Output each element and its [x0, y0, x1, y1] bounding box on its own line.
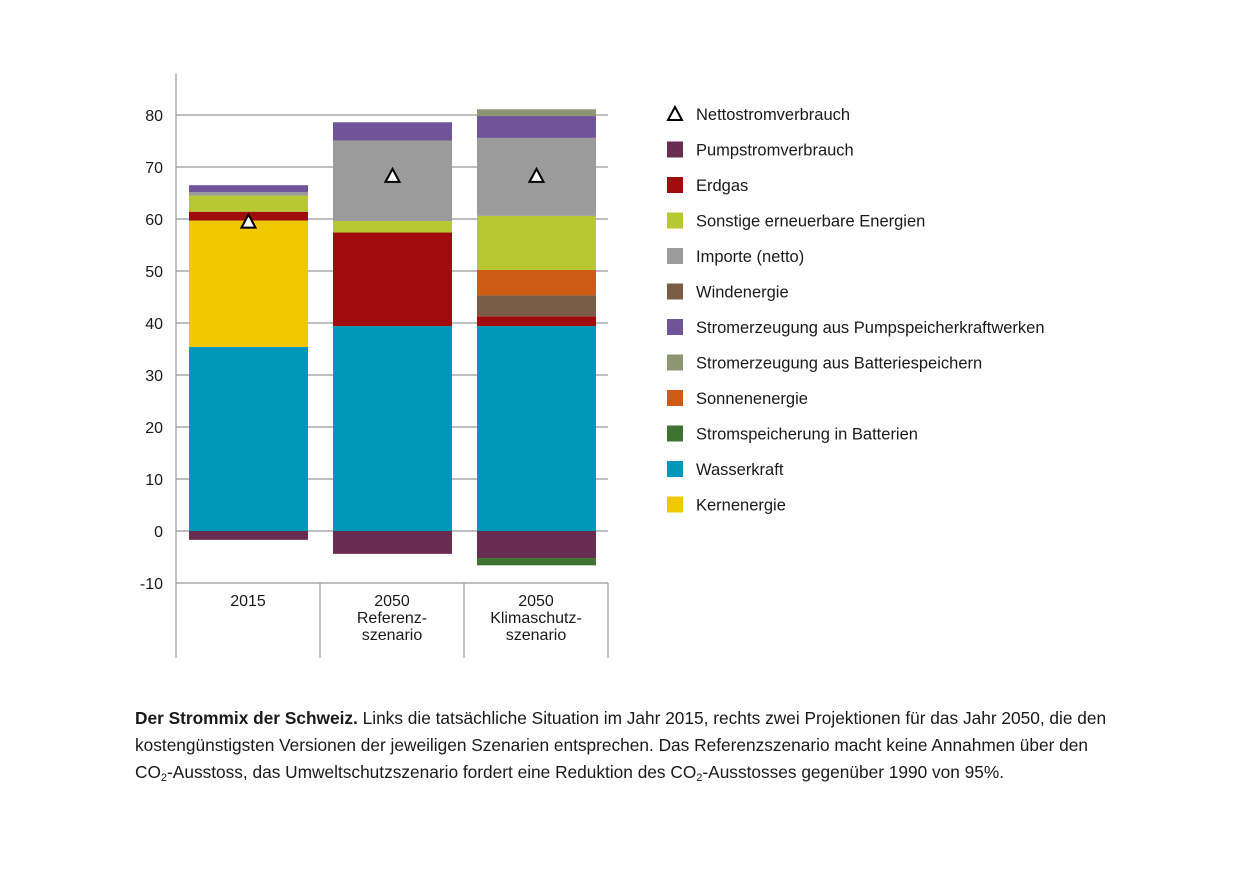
bar-segment-sonstige-erneuerbare-energien [477, 215, 596, 270]
bar-segment-pumpstromverbrauch [189, 531, 308, 540]
y-tick-label: 50 [145, 264, 163, 281]
legend-swatch [667, 248, 683, 264]
x-tick-label: Klimaschutz- [490, 610, 582, 627]
bar-segment-wasserkraft [333, 326, 452, 531]
bar-segment-pumpstromverbrauch [477, 531, 596, 559]
figure-caption: Der Strommix der Schweiz. Links die tats… [135, 705, 1125, 786]
legend-label: Wasserkraft [696, 461, 784, 479]
caption-subscript: 2 [160, 772, 168, 784]
y-tick-label: 10 [145, 472, 163, 489]
y-tick-label: 20 [145, 420, 163, 437]
bar-segment-sonnenenergie [477, 269, 596, 296]
net-consumption-marker [527, 166, 546, 183]
net-consumption-marker [383, 166, 402, 183]
bar-segment-sonstige-erneuerbare-energien [189, 195, 308, 212]
legend-swatch [667, 425, 683, 442]
x-tick-label: szenario [362, 627, 423, 644]
legend-label: Kernenergie [696, 497, 786, 515]
x-tick-label: Referenz- [357, 610, 427, 627]
bar-segment-erdgas [333, 232, 452, 327]
y-tick-label: 60 [145, 212, 163, 229]
legend-swatch [667, 283, 683, 300]
legend-label: Importe (netto) [696, 248, 804, 266]
legend-label: Stromerzeugung aus Pumpspeicherkraftwerk… [696, 319, 1045, 337]
bar-segment-wasserkraft [189, 346, 308, 531]
legend-label: Stromerzeugung aus Batteriespeichern [696, 355, 982, 373]
y-tick-label: 30 [145, 368, 163, 385]
legend-label: Erdgas [696, 177, 748, 195]
bar-segment-kernenergie [189, 220, 308, 347]
legend-swatch [667, 141, 683, 158]
legend-label: Windenergie [696, 284, 789, 302]
y-tick-label: 40 [145, 316, 163, 333]
bar-segment-stromerzeugung-aus-pumpspeicherkraftwerken [189, 185, 308, 192]
legend-swatch [667, 461, 683, 477]
x-tick-label: szenario [506, 627, 567, 644]
legend-label: Pumpstromverbrauch [696, 142, 854, 160]
legend-label: Nettostromverbrauch [696, 106, 850, 124]
caption-title: Der Strommix der Schweiz. [135, 708, 358, 728]
legend-label: Sonnenenergie [696, 390, 808, 408]
y-tick-label: -10 [140, 576, 163, 593]
legend-swatch [667, 177, 683, 193]
y-tick-label: 70 [145, 160, 163, 177]
legend-swatch [667, 354, 683, 371]
bar-segment-stromerzeugung-aus-pumpspeicherkraftwerken [477, 116, 596, 138]
legend-swatch [667, 390, 683, 406]
caption-subscript: 2 [696, 772, 703, 784]
bar-segment-stromerzeugung-aus-pumpspeicherkraftwerken [333, 122, 452, 141]
caption-text: -Ausstoss, das Umweltschutzszenario ford… [167, 762, 697, 782]
caption-text: -Ausstosses gegenüber 1990 von 95%. [702, 762, 1005, 782]
net-consumption-marker [239, 212, 258, 229]
legend-label: Stromspeicherung in Batterien [696, 426, 918, 444]
bar-segment-pumpstromverbrauch [333, 531, 452, 554]
bar-segment-stromerzeugung-aus-batteriespeichern [477, 109, 596, 117]
bar-segment-windenergie [477, 295, 596, 317]
bar-segment-stromspeicherung-in-batterien [477, 558, 596, 566]
legend-label: Sonstige erneuerbare Energien [696, 213, 925, 231]
y-tick-label: 80 [145, 108, 163, 125]
legend-swatch [667, 496, 683, 513]
bar-segment-wasserkraft [477, 326, 596, 531]
legend-swatch [667, 319, 683, 335]
legend-triangle-icon [666, 104, 684, 121]
y-tick-label: 0 [154, 524, 163, 541]
legend-swatch [667, 212, 683, 229]
bar-segment-sonstige-erneuerbare-energien [333, 221, 452, 233]
bar-segment-importe-netto- [189, 191, 308, 196]
x-tick-label: 2050 [518, 593, 554, 610]
bar-segment-erdgas [477, 316, 596, 327]
x-tick-label: 2050 [374, 593, 410, 610]
caption-text: Links die tatsächliche Situation im Jahr… [135, 708, 1107, 782]
x-tick-label: 2015 [230, 593, 266, 610]
